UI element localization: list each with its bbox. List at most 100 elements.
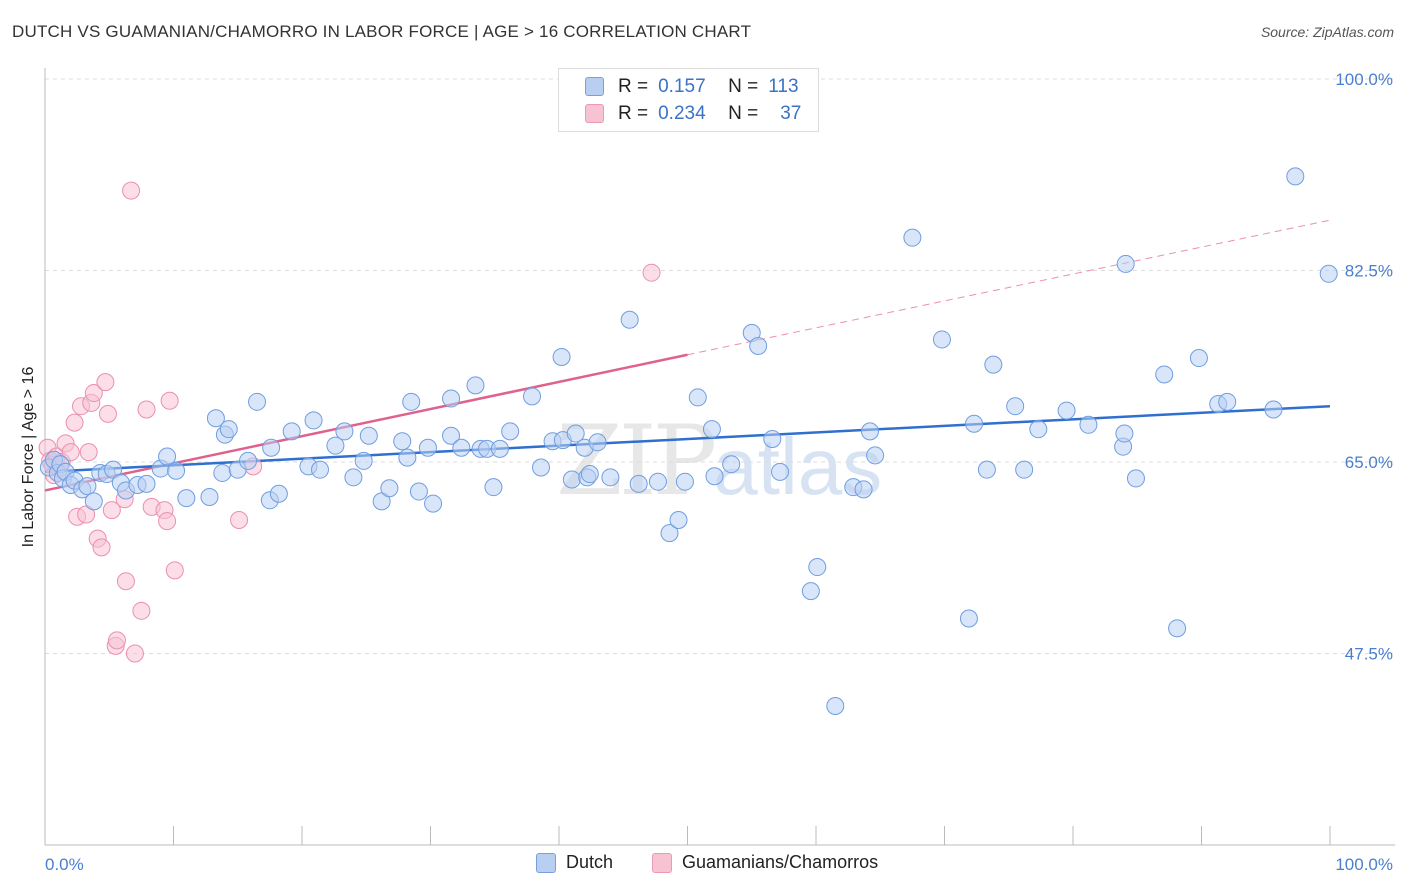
dutch-point bbox=[1029, 420, 1048, 439]
dutch-point bbox=[552, 347, 571, 366]
legend-item-guam: Guamanians/Chamorros bbox=[652, 852, 878, 873]
n-label: N = bbox=[728, 102, 759, 124]
dutch-point bbox=[1168, 619, 1187, 638]
dutch-point bbox=[860, 422, 879, 441]
stats-box: R = 0.157 N = 113 R = 0.234 N = 37 bbox=[558, 68, 819, 132]
dutch-point bbox=[484, 478, 503, 497]
dutch-point bbox=[660, 524, 679, 543]
dutch-point bbox=[442, 426, 461, 445]
guam-point bbox=[84, 384, 103, 403]
dutch-point bbox=[442, 389, 461, 408]
dutch-points bbox=[39, 167, 1338, 716]
y-tick-label: 65.0% bbox=[1345, 453, 1393, 472]
dutch-point bbox=[959, 609, 978, 628]
dutch-point bbox=[84, 492, 103, 511]
dutch-point bbox=[688, 388, 707, 407]
dutch-point bbox=[206, 409, 225, 428]
guam-swatch bbox=[585, 104, 604, 123]
legend-dutch-label: Dutch bbox=[566, 852, 614, 872]
dutch-point bbox=[705, 467, 724, 486]
y-tick-label: 82.5% bbox=[1345, 262, 1393, 281]
dutch-point bbox=[749, 337, 768, 356]
dutch-point bbox=[771, 462, 790, 481]
guam-point bbox=[137, 400, 156, 419]
dutch-point bbox=[282, 422, 301, 441]
dutch-point bbox=[335, 422, 354, 441]
guam-point bbox=[102, 501, 121, 520]
tick-labels: 47.5% 65.0% 82.5% 100.0% 0.0% 100.0% In Labor … bbox=[20, 70, 1393, 874]
n-value: 37 bbox=[780, 102, 802, 124]
dutch-point bbox=[158, 447, 177, 466]
r-label: R = bbox=[618, 75, 649, 97]
dutch-point bbox=[326, 436, 345, 455]
dutch-point bbox=[424, 494, 443, 513]
guam-point bbox=[96, 373, 115, 392]
x-tick-label: 0.0% bbox=[45, 855, 84, 874]
dutch-point bbox=[866, 446, 885, 465]
guam-point bbox=[107, 631, 126, 650]
dutch-point bbox=[1264, 400, 1283, 419]
dutch-point bbox=[669, 510, 688, 529]
dutch-point bbox=[1218, 392, 1237, 411]
dutch-swatch bbox=[585, 77, 604, 96]
dutch-point bbox=[1115, 424, 1134, 443]
y-tick-label: 47.5% bbox=[1345, 645, 1393, 664]
legend-item-dutch: Dutch bbox=[536, 852, 613, 873]
dutch-point bbox=[344, 468, 363, 487]
dutch-point bbox=[1057, 401, 1076, 420]
dutch-point bbox=[1116, 254, 1135, 273]
guam-point bbox=[160, 391, 179, 410]
dutch-point bbox=[702, 420, 721, 439]
chart-title: DUTCH VS GUAMANIAN/CHAMORRO IN LABOR FOR… bbox=[12, 22, 752, 41]
dutch-point bbox=[675, 472, 694, 491]
guam-point bbox=[116, 572, 135, 591]
guam-points bbox=[38, 181, 661, 663]
dutch-point bbox=[1126, 469, 1145, 488]
r-value: 0.234 bbox=[658, 102, 706, 124]
dutch-point bbox=[1015, 460, 1034, 479]
dutch-point bbox=[763, 430, 782, 449]
y-axis-title: In Labor Force | Age > 16 bbox=[20, 367, 37, 548]
dutch-point bbox=[501, 422, 520, 441]
guam-point bbox=[98, 404, 117, 423]
guam-point bbox=[132, 601, 151, 620]
guam-point bbox=[122, 181, 141, 200]
dutch-point bbox=[984, 355, 1003, 374]
dutch-point bbox=[566, 424, 585, 443]
dutch-point bbox=[137, 474, 156, 493]
dutch-point bbox=[219, 420, 238, 439]
dutch-point bbox=[1189, 349, 1208, 368]
dutch-point bbox=[532, 458, 551, 477]
dutch-point bbox=[200, 488, 219, 507]
legend-guam-swatch bbox=[652, 852, 672, 873]
guam-trend-extension bbox=[687, 219, 1331, 356]
dutch-point bbox=[213, 463, 232, 482]
dutch-point bbox=[269, 484, 288, 503]
dutch-point bbox=[722, 455, 741, 474]
dutch-point bbox=[393, 432, 412, 451]
dutch-point bbox=[248, 392, 267, 411]
dutch-point bbox=[808, 558, 827, 577]
dutch-point bbox=[977, 460, 996, 479]
guam-point bbox=[79, 443, 98, 462]
guam-point bbox=[230, 510, 249, 529]
guam-point bbox=[125, 644, 144, 663]
guam-point bbox=[158, 512, 177, 531]
dutch-point bbox=[801, 582, 820, 601]
dutch-point bbox=[629, 474, 648, 493]
dutch-point bbox=[1319, 264, 1338, 283]
dutch-point bbox=[310, 460, 329, 479]
trend-lines bbox=[44, 219, 1331, 492]
stats-row-guam: R = 0.234 N = 37 bbox=[559, 100, 801, 127]
guam-point bbox=[65, 413, 84, 432]
dutch-point bbox=[380, 479, 399, 498]
legend-dutch-swatch bbox=[536, 852, 556, 873]
dutch-point bbox=[304, 411, 323, 430]
guam-point bbox=[642, 263, 661, 282]
n-label: N = bbox=[728, 75, 759, 97]
dutch-point bbox=[854, 480, 873, 499]
dutch-point bbox=[167, 461, 186, 480]
dutch-point bbox=[965, 414, 984, 433]
dutch-point bbox=[601, 468, 620, 487]
